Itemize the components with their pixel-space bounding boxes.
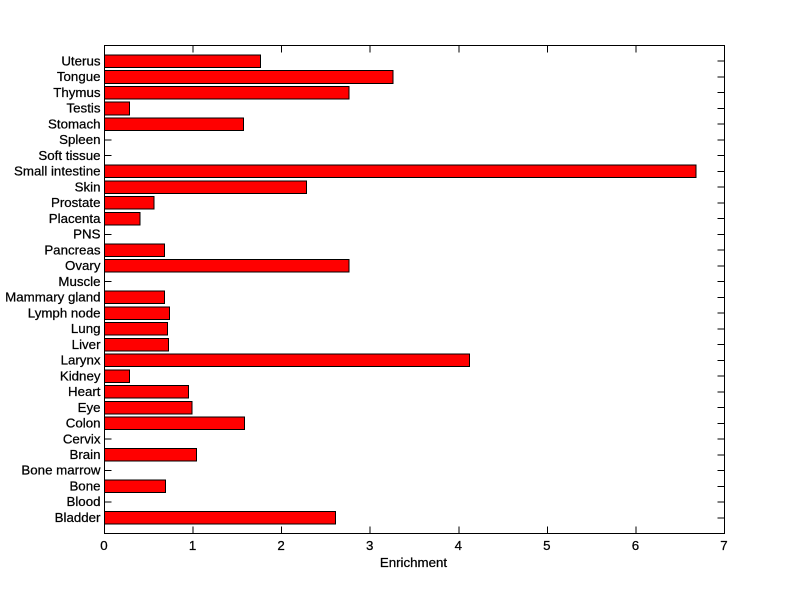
svg-text:Eye: Eye: [78, 400, 101, 415]
svg-text:Tongue: Tongue: [57, 69, 101, 84]
svg-text:Prostate: Prostate: [51, 195, 101, 210]
svg-text:6: 6: [632, 538, 639, 553]
svg-text:Bone: Bone: [69, 478, 100, 493]
svg-text:Blood: Blood: [66, 494, 100, 509]
svg-text:Colon: Colon: [66, 416, 101, 431]
svg-text:Lung: Lung: [71, 321, 101, 336]
svg-text:Heart: Heart: [68, 384, 101, 399]
svg-text:Mammary gland: Mammary gland: [5, 290, 100, 305]
svg-text:Larynx: Larynx: [61, 353, 101, 368]
svg-text:5: 5: [543, 538, 550, 553]
svg-text:Enrichment: Enrichment: [380, 555, 448, 570]
svg-text:Liver: Liver: [72, 337, 101, 352]
svg-text:7: 7: [720, 538, 727, 553]
svg-text:Skin: Skin: [75, 179, 101, 194]
svg-text:0: 0: [100, 538, 107, 553]
svg-text:Muscle: Muscle: [58, 274, 100, 289]
svg-text:Testis: Testis: [67, 101, 101, 116]
svg-text:Spleen: Spleen: [59, 132, 100, 147]
svg-text:Soft tissue: Soft tissue: [38, 148, 100, 163]
svg-text:PNS: PNS: [73, 227, 100, 242]
svg-text:Pancreas: Pancreas: [44, 242, 101, 257]
svg-text:Uterus: Uterus: [61, 53, 101, 68]
svg-text:Thymus: Thymus: [53, 85, 101, 100]
svg-text:Bone marrow: Bone marrow: [21, 463, 100, 478]
svg-text:1: 1: [189, 538, 196, 553]
svg-text:Ovary: Ovary: [65, 258, 101, 273]
svg-text:4: 4: [455, 538, 462, 553]
svg-text:Brain: Brain: [69, 447, 100, 462]
svg-text:Kidney: Kidney: [60, 368, 101, 383]
svg-text:3: 3: [366, 538, 373, 553]
svg-text:Cervix: Cervix: [63, 431, 101, 446]
svg-text:Small intestine: Small intestine: [14, 164, 100, 179]
svg-text:Stomach: Stomach: [48, 116, 100, 131]
svg-text:Placenta: Placenta: [49, 211, 101, 226]
svg-text:Lymph node: Lymph node: [28, 305, 101, 320]
svg-text:Bladder: Bladder: [55, 510, 101, 525]
svg-text:2: 2: [277, 538, 284, 553]
